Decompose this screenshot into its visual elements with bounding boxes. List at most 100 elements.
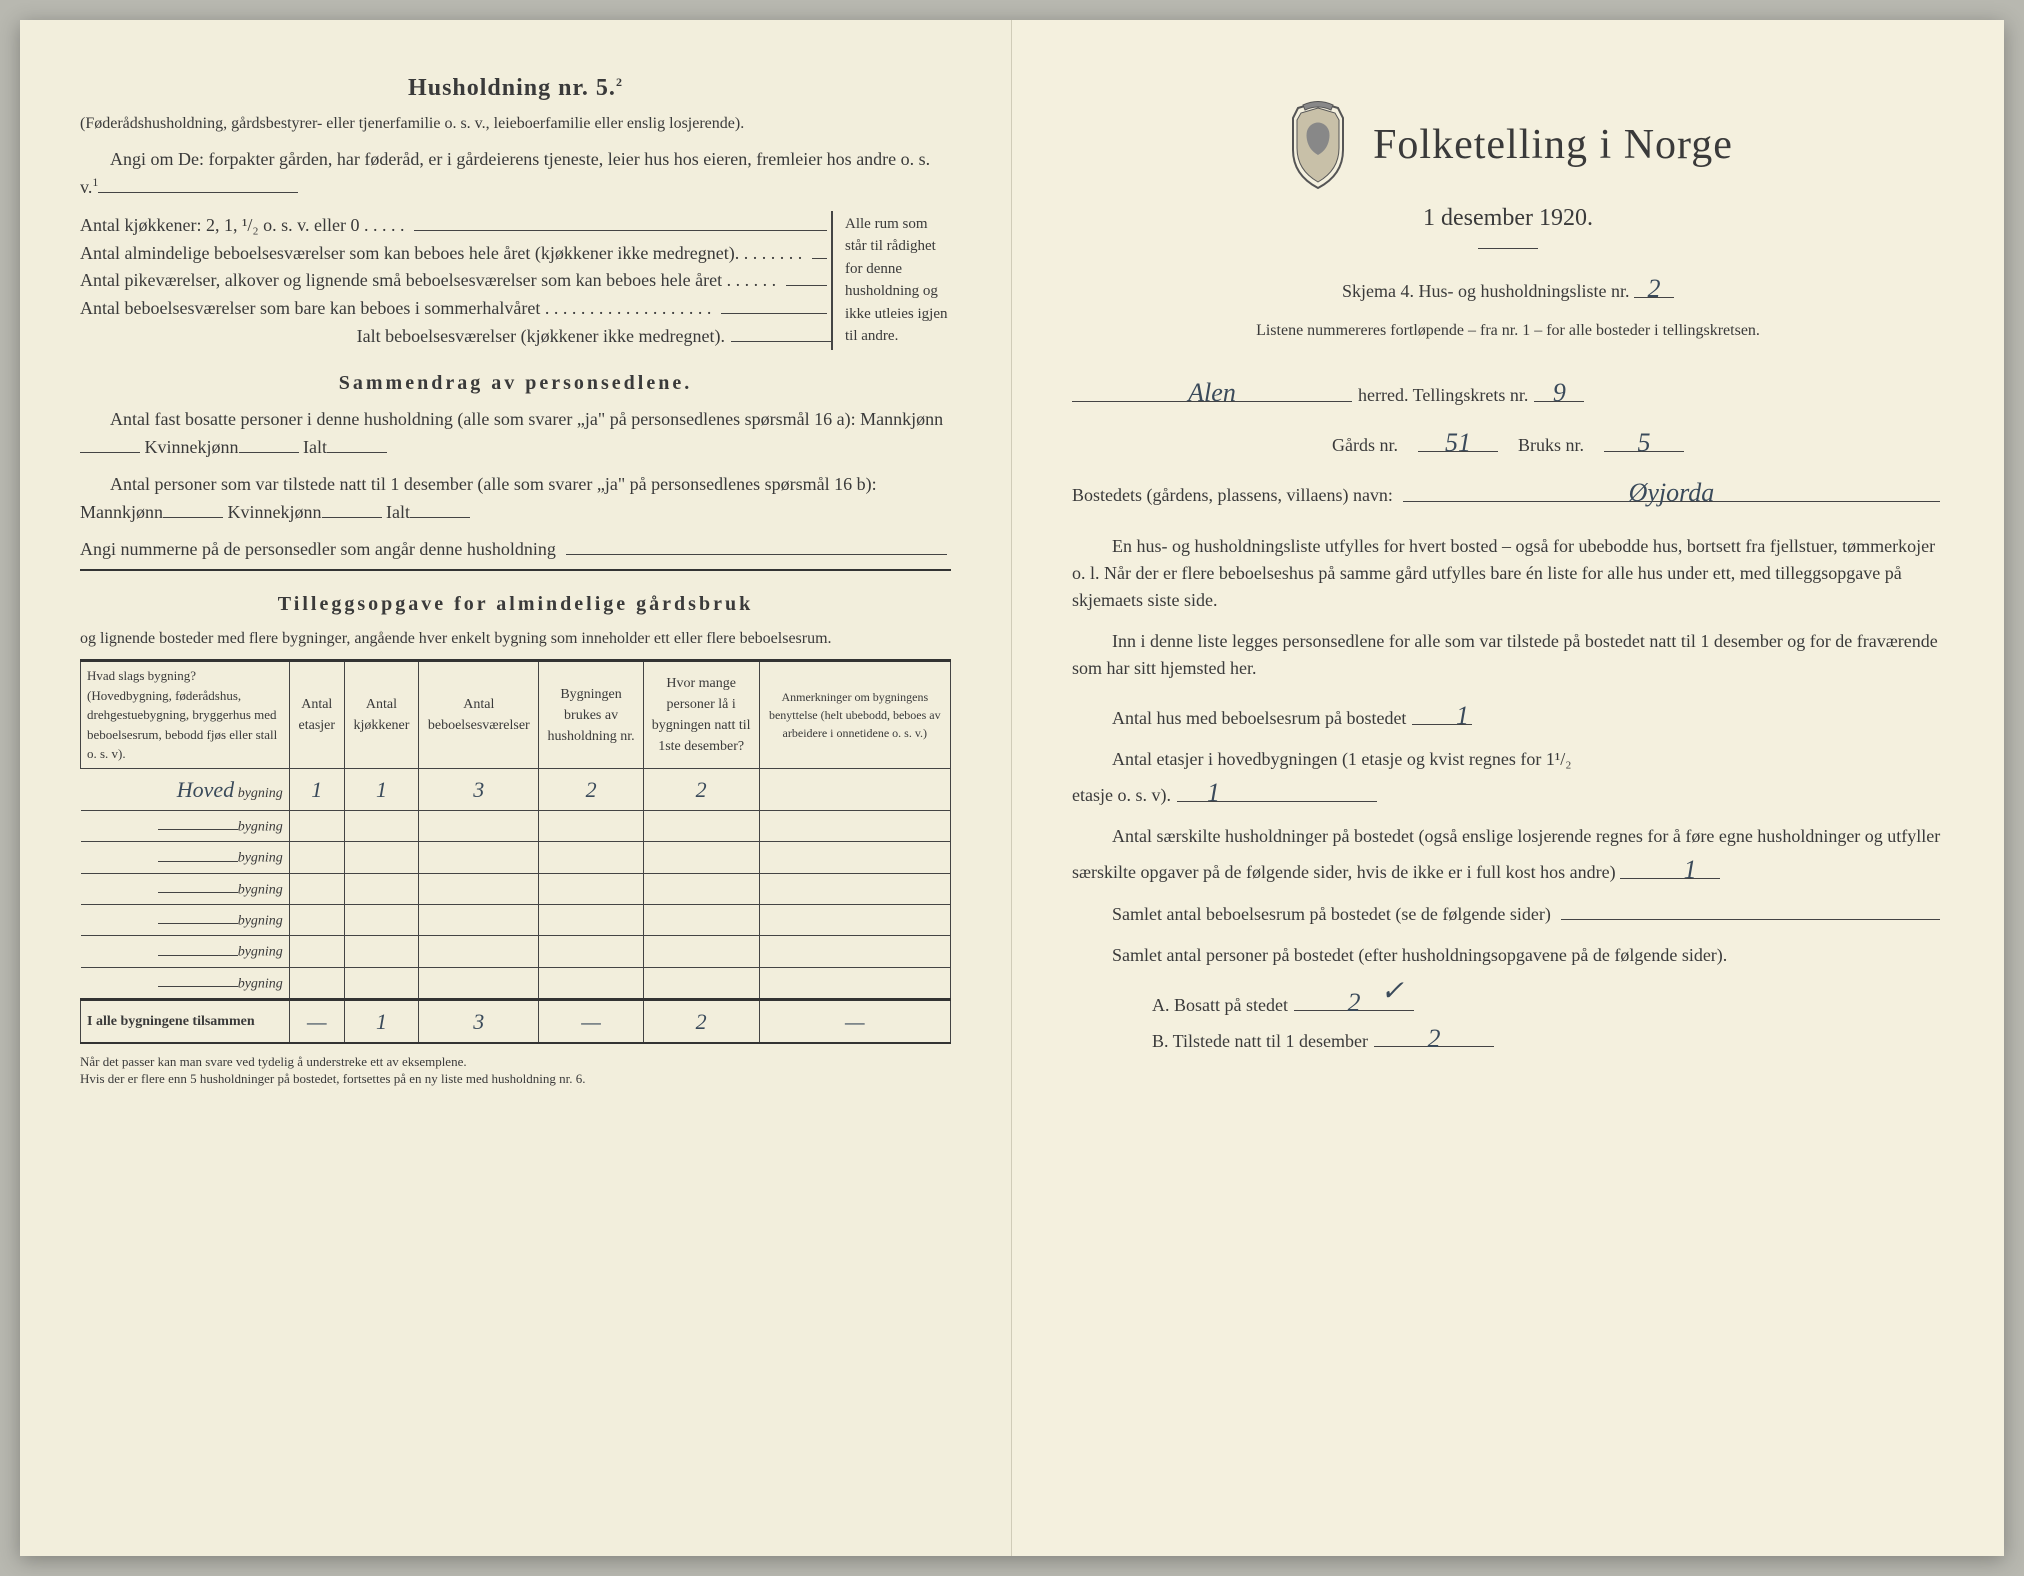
row-suffix: bygning bbox=[238, 913, 283, 928]
kj5: Ialt beboelsesværelser (kjøkkener ikke m… bbox=[357, 323, 725, 350]
kj4: Antal beboelsesværelser som bare kan beb… bbox=[80, 295, 711, 322]
herred-label: herred. Tellingskrets nr. bbox=[1358, 382, 1528, 409]
th-5: Hvor mange personer lå i bygningen natt … bbox=[643, 661, 759, 769]
main-title: Folketelling i Norge bbox=[1373, 114, 1733, 177]
qA-label: A. Bosatt på stedet bbox=[1152, 992, 1288, 1019]
heading-sup: 2 bbox=[616, 75, 623, 89]
bygning-table: Hvad slags bygning? (Hovedbygning, føder… bbox=[80, 659, 951, 1044]
sam1c: Ialt bbox=[303, 437, 327, 457]
sam-line3: Angi nummerne på de personsedler som ang… bbox=[80, 536, 951, 572]
q1-label: Antal hus med beboelsesrum på bostedet bbox=[1072, 705, 1406, 732]
th-3: Antal beboelsesværelser bbox=[419, 661, 539, 769]
kj1: Antal kjøkkener: 2, 1, ¹/₂ o. s. v. elle… bbox=[80, 212, 404, 239]
q3-value: 1 bbox=[1620, 850, 1720, 879]
q2a: Antal etasjer i hovedbygningen (1 etasje… bbox=[1112, 749, 1572, 769]
q2b: etasje o. s. v). bbox=[1072, 782, 1171, 809]
gards-value: 51 bbox=[1418, 423, 1498, 452]
divider bbox=[1478, 248, 1538, 249]
cell: 2 bbox=[643, 1000, 759, 1044]
tillegg-title: Tilleggsopgave for almindelige gårdsbruk bbox=[80, 589, 951, 619]
q5-line: Samlet antal personer på bostedet (efter… bbox=[1072, 942, 1944, 969]
bracket-note: Alle rum som står til rådighet for denne… bbox=[831, 211, 951, 350]
gards-line: Gårds nr. 51 Bruks nr. 5 bbox=[1072, 423, 1944, 459]
total-label: I alle bygningene tilsammen bbox=[81, 1000, 290, 1044]
row-suffix: bygning bbox=[238, 882, 283, 897]
sam-line2: Antal personer som var tilstede natt til… bbox=[80, 471, 951, 526]
document-spread: Husholdning nr. 5.2 (Føderådshusholdning… bbox=[20, 20, 2004, 1556]
kj2: Antal almindelige beboelsesværelser som … bbox=[80, 240, 802, 267]
q4-label: Samlet antal beboelsesrum på bostedet (s… bbox=[1072, 901, 1551, 928]
herred-value: Alen bbox=[1072, 373, 1352, 402]
q1-value: 1 bbox=[1412, 696, 1472, 725]
coat-of-arms-icon bbox=[1283, 100, 1353, 190]
skjema-label: Skjema 4. Hus- og husholdningsliste nr. bbox=[1342, 281, 1630, 301]
sam1: Antal fast bosatte personer i denne hush… bbox=[110, 409, 943, 429]
sammendrag-title: Sammendrag av personsedlene. bbox=[80, 368, 951, 398]
table-row: bygning bbox=[81, 936, 951, 967]
q2-value: 1 bbox=[1177, 773, 1377, 802]
bosted-value: Øyjorda bbox=[1403, 473, 1940, 502]
q3-line: Antal særskilte husholdninger på bostede… bbox=[1072, 823, 1944, 886]
table-header-row: Hvad slags bygning? (Hovedbygning, føder… bbox=[81, 661, 951, 769]
left-footnote: Når det passer kan man svare ved tydelig… bbox=[80, 1054, 951, 1088]
qA-value: 2 bbox=[1347, 988, 1360, 1017]
para2: Inn i denne liste legges personsedlene f… bbox=[1072, 628, 1944, 682]
skjema-value: 2 bbox=[1634, 269, 1674, 298]
q3-label: Antal særskilte husholdninger på bostede… bbox=[1072, 826, 1940, 882]
right-page: Folketelling i Norge 1 desember 1920. Sk… bbox=[1012, 20, 2004, 1556]
cell: — bbox=[539, 1000, 643, 1044]
table-row: bygning bbox=[81, 842, 951, 873]
cell: 1 bbox=[289, 768, 344, 810]
cell: 2 bbox=[643, 768, 759, 810]
bruks-label: Bruks nr. bbox=[1518, 432, 1584, 459]
cell: 1 bbox=[344, 1000, 418, 1044]
household-heading: Husholdning nr. 5.2 bbox=[80, 70, 951, 106]
table-total-row: I alle bygningene tilsammen — 1 3 — 2 — bbox=[81, 1000, 951, 1044]
listene-note: Listene nummereres fortløpende – fra nr.… bbox=[1072, 319, 1944, 343]
th-4: Bygningen brukes av husholdning nr. bbox=[539, 661, 643, 769]
table-row: bygning bbox=[81, 873, 951, 904]
tillegg-sub: og lignende bosteder med flere bygninger… bbox=[80, 627, 951, 651]
title-block: Folketelling i Norge bbox=[1072, 100, 1944, 190]
bosted-line: Bostedets (gårdens, plassens, villaens) … bbox=[1072, 473, 1944, 509]
cell: — bbox=[289, 1000, 344, 1044]
row-suffix: bygning bbox=[238, 945, 283, 960]
cell: 1 bbox=[344, 768, 418, 810]
qA-check: ✓ bbox=[1381, 971, 1404, 1013]
table-row: bygning bbox=[81, 967, 951, 999]
krets-value: 9 bbox=[1534, 373, 1584, 402]
table-row: bygning bbox=[81, 905, 951, 936]
sam-line1: Antal fast bosatte personer i denne hush… bbox=[80, 406, 951, 461]
bruks-value: 5 bbox=[1604, 423, 1684, 452]
sub-angi: Angi om De: forpakter gården, har føderå… bbox=[80, 146, 951, 201]
th-6: Anmerkninger om bygningens benyttelse (h… bbox=[759, 661, 950, 769]
cell bbox=[759, 768, 950, 810]
bosted-label: Bostedets (gårdens, plassens, villaens) … bbox=[1072, 482, 1393, 509]
th-0: Hvad slags bygning? (Hovedbygning, føder… bbox=[81, 661, 290, 769]
sam2c: Ialt bbox=[386, 502, 410, 522]
herred-line: Alen herred. Tellingskrets nr. 9 bbox=[1072, 373, 1944, 409]
gards-label: Gårds nr. bbox=[1332, 432, 1398, 459]
rooms-block: Antal kjøkkener: 2, 1, ¹/₂ o. s. v. elle… bbox=[80, 211, 951, 350]
left-page: Husholdning nr. 5.2 (Føderådshusholdning… bbox=[20, 20, 1012, 1556]
table-row: bygning bbox=[81, 810, 951, 841]
kj3: Antal pikeværelser, alkover og lignende … bbox=[80, 267, 776, 294]
q1-line: Antal hus med beboelsesrum på bostedet 1 bbox=[1072, 696, 1944, 732]
qB-value: 2 bbox=[1374, 1019, 1494, 1048]
th-1: Antal etasjer bbox=[289, 661, 344, 769]
row-suffix: bygning bbox=[238, 976, 283, 991]
row-suffix: bygning bbox=[238, 851, 283, 866]
skjema-line: Skjema 4. Hus- og husholdningsliste nr. … bbox=[1072, 269, 1944, 305]
q2-line: Antal etasjer i hovedbygningen (1 etasje… bbox=[1072, 746, 1944, 773]
th-2: Antal kjøkkener bbox=[344, 661, 418, 769]
qA-line: A. Bosatt på stedet 2 ✓ bbox=[1072, 983, 1944, 1019]
table-row: Hoved bygning 1 1 3 2 2 bbox=[81, 768, 951, 810]
cell: — bbox=[759, 1000, 950, 1044]
qB-line: B. Tilstede natt til 1 desember 2 bbox=[1072, 1019, 1944, 1055]
q2b-line: etasje o. s. v). 1 bbox=[1072, 773, 1944, 809]
date-subtitle: 1 desember 1920. bbox=[1072, 200, 1944, 236]
q4-line: Samlet antal beboelsesrum på bostedet (s… bbox=[1072, 900, 1944, 928]
cell: 3 bbox=[419, 1000, 539, 1044]
sub-paren: (Føderådshusholdning, gårdsbestyrer- ell… bbox=[80, 112, 951, 136]
sam2b: Kvinnekjønn bbox=[228, 502, 322, 522]
